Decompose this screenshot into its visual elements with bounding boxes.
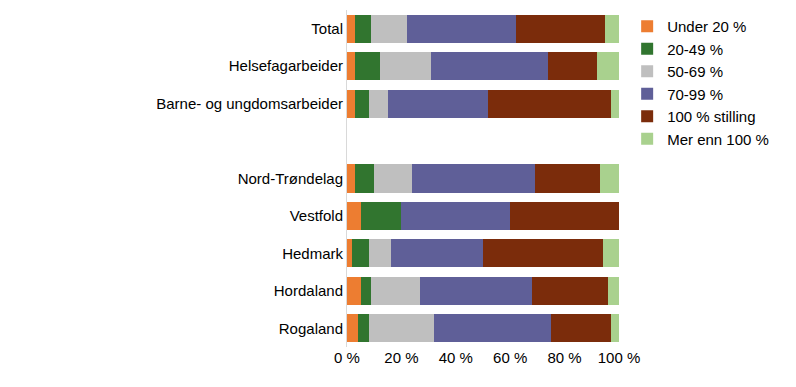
svg-text:80 %: 80 %	[547, 349, 581, 366]
svg-text:Hordaland: Hordaland	[274, 282, 343, 299]
svg-text:50-69 %: 50-69 %	[667, 63, 723, 80]
svg-text:70-99 %: 70-99 %	[667, 86, 723, 103]
svg-text:Helsefagarbeider: Helsefagarbeider	[229, 57, 343, 74]
svg-text:Rogaland: Rogaland	[279, 320, 343, 337]
svg-text:Total: Total	[311, 20, 343, 37]
svg-text:Nord-Trøndelag: Nord-Trøndelag	[238, 170, 343, 187]
svg-text:40 %: 40 %	[439, 349, 473, 366]
svg-text:100 %: 100 %	[598, 349, 641, 366]
svg-text:20-49 %: 20-49 %	[667, 41, 723, 58]
svg-text:Under 20 %: Under 20 %	[667, 18, 746, 35]
svg-text:0 %: 0 %	[334, 349, 360, 366]
svg-text:100 % stilling: 100 % stilling	[667, 108, 755, 125]
svg-text:Hedmark: Hedmark	[282, 245, 343, 262]
svg-text:Barne- og ungdomsarbeider: Barne- og ungdomsarbeider	[156, 95, 343, 112]
svg-text:Mer enn 100 %: Mer enn 100 %	[667, 131, 769, 148]
svg-text:20 %: 20 %	[384, 349, 418, 366]
svg-text:60 %: 60 %	[493, 349, 527, 366]
svg-text:Vestfold: Vestfold	[290, 207, 343, 224]
